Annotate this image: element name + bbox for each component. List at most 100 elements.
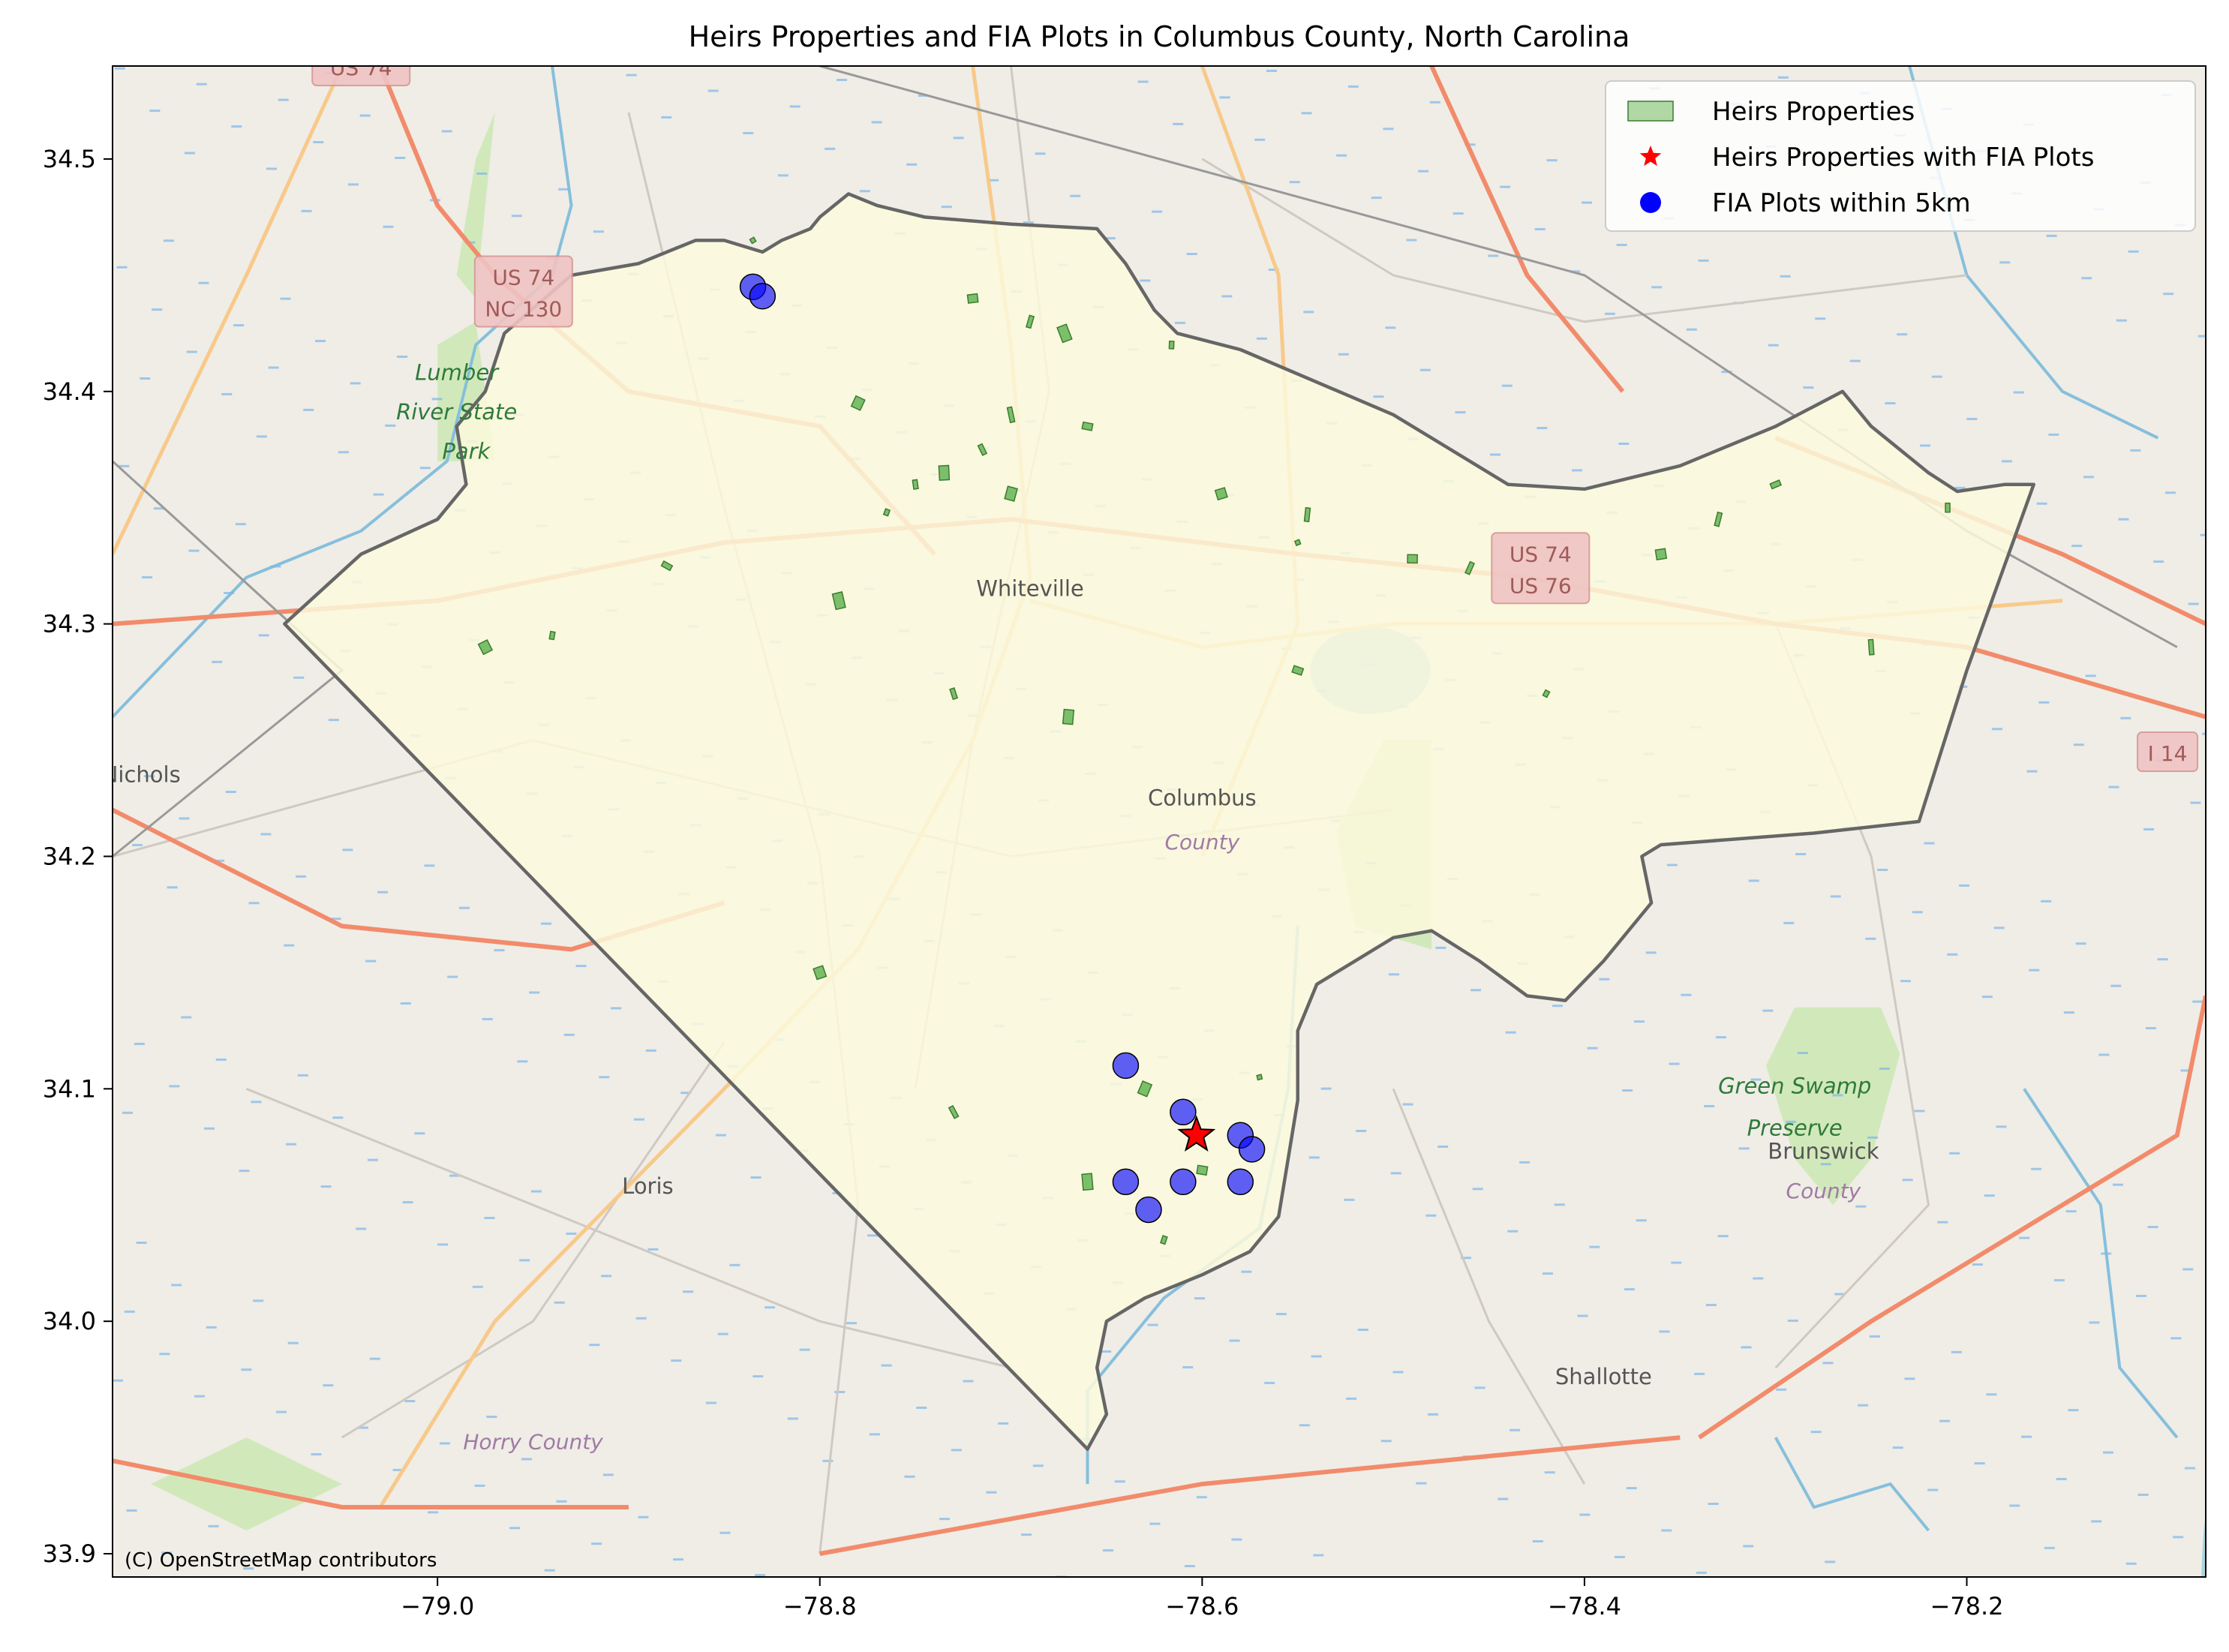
heirs-property: [1769, 479, 1783, 490]
heirs-property: [1081, 1173, 1094, 1191]
road-shield-label: US 74: [492, 266, 554, 290]
x-tick-label: −78.2: [1930, 1592, 2003, 1620]
ocean: [2201, 1518, 2206, 1577]
heirs-property: [977, 443, 988, 456]
y-tick-label: 34.3: [43, 610, 96, 638]
basemap-label: Park: [442, 439, 491, 464]
heirs-property: [1160, 1235, 1168, 1245]
fia-plot: [1135, 1196, 1162, 1224]
major-road: [113, 1458, 629, 1509]
river: [2023, 1088, 2179, 1439]
road-shield: US 74 NC 130: [473, 255, 573, 328]
legend-label: Heirs Properties with FIA Plots: [1712, 143, 2094, 173]
heirs-property: [749, 236, 757, 245]
river: [1774, 1437, 1930, 1532]
road-shield-label: US 76: [1510, 573, 1572, 598]
basemap-label: Preserve: [1747, 1115, 1843, 1140]
heirs-properties-layer: [477, 236, 1951, 1245]
legend-star-marker: [1639, 146, 1662, 167]
fia-plot: [1170, 1168, 1197, 1196]
basemap-labels-layer: Whiteville Columbus County Loris Shallotte Gr…: [102, 56, 2199, 1455]
road-shield-box: [473, 255, 573, 328]
road-shield-label: US 74: [330, 56, 392, 80]
heirs-property: [1256, 1074, 1263, 1081]
y-tick-label: 34.2: [43, 842, 96, 870]
road-shield: I 14: [2137, 731, 2199, 773]
basemap-label: County: [1164, 830, 1239, 855]
road-shield-label: US 74: [1510, 542, 1572, 566]
heirs-property: [1168, 340, 1175, 350]
heirs-property: [1945, 502, 1951, 513]
y-tick-label: 34.5: [43, 145, 96, 173]
y-axis-ticks: 33.9 34.0 34.1 34.2 34.3 34.4 34.5: [43, 145, 113, 1568]
heirs-property: [1542, 689, 1551, 698]
road-shield-label: NC 130: [485, 297, 562, 322]
x-tick-label: −78.6: [1165, 1592, 1239, 1620]
heirs-property: [1004, 485, 1018, 502]
legend: Heirs Properties Heirs Properties with FI…: [1605, 80, 2196, 232]
road-shield-box: [2137, 731, 2199, 773]
legend-label: Heirs Properties: [1712, 97, 1915, 127]
y-tick-label: 33.9: [43, 1539, 96, 1568]
basemap-label: Green Swamp: [1718, 1074, 1871, 1099]
major-road: [1698, 995, 2206, 1440]
road-shield-box: [311, 66, 411, 86]
minor-road: [341, 1041, 725, 1439]
heirs-property: [1303, 506, 1311, 523]
park-area: [151, 1437, 342, 1530]
road-shield: US 74 US 76: [1491, 532, 1591, 605]
heirs-property: [912, 479, 919, 490]
heirs-property: [477, 638, 494, 656]
fia-plot: [1170, 1098, 1197, 1126]
heirs-property: [1056, 323, 1073, 344]
park-area: [1766, 1007, 1900, 1206]
chart-title: Heirs Properties and FIA Plots in Columb…: [689, 20, 1630, 53]
legend-label: FIA Plots within 5km: [1712, 188, 1971, 218]
basemap-label: Columbus: [1148, 785, 1257, 810]
fia-plot: [749, 282, 777, 310]
heirs-property: [1464, 560, 1476, 575]
heirs-property: [1214, 487, 1228, 501]
major-road: [819, 1435, 1681, 1556]
heirs-property: [966, 293, 979, 304]
heirs-property: [831, 591, 846, 611]
secondary-road: [113, 66, 344, 555]
fia-plot: [1112, 1168, 1140, 1196]
heirs-property: [948, 1104, 960, 1119]
heirs-property: [1714, 511, 1723, 527]
heirs-property: [1867, 638, 1875, 656]
y-tick-label: 34.0: [43, 1307, 96, 1335]
road-shield-box: [1491, 532, 1591, 605]
heirs-property: [548, 630, 556, 641]
fia-plots-layer: [739, 273, 1266, 1224]
heirs-property: [813, 965, 828, 981]
y-tick-label: 34.1: [43, 1074, 96, 1103]
heirs-property: [1062, 708, 1075, 725]
x-axis-ticks: −79.0 −78.8 −78.6 −78.4 −78.2: [401, 1577, 2004, 1620]
heirs-with-fia-star: [1177, 1115, 1216, 1152]
fia-plot: [1227, 1168, 1254, 1196]
heirs-property: [1196, 1164, 1209, 1176]
heirs-property: [1006, 406, 1016, 424]
minor-road: [1201, 158, 1967, 323]
river: [113, 66, 573, 718]
legend-box: [1605, 80, 2196, 232]
heirs-property: [1081, 421, 1094, 431]
basemap-label: Lumber: [415, 359, 500, 385]
county-boundary: [283, 192, 2035, 1451]
heirs-property: [1291, 665, 1305, 676]
county-layer: [283, 192, 2035, 1451]
basemap-label: Horry County: [463, 1430, 603, 1455]
y-tick-label: 34.4: [43, 377, 96, 406]
heirs-property: [949, 687, 959, 701]
basemap-label: Nichols: [102, 761, 181, 787]
railroad: [819, 66, 2178, 648]
heirs-with-fia-layer: [1177, 1115, 1216, 1152]
heirs-property: [1293, 539, 1302, 547]
legend-circle-marker: [1640, 192, 1661, 213]
major-road: [1429, 66, 1625, 393]
axes-frame: [112, 65, 2206, 1578]
park-area: [456, 113, 495, 299]
